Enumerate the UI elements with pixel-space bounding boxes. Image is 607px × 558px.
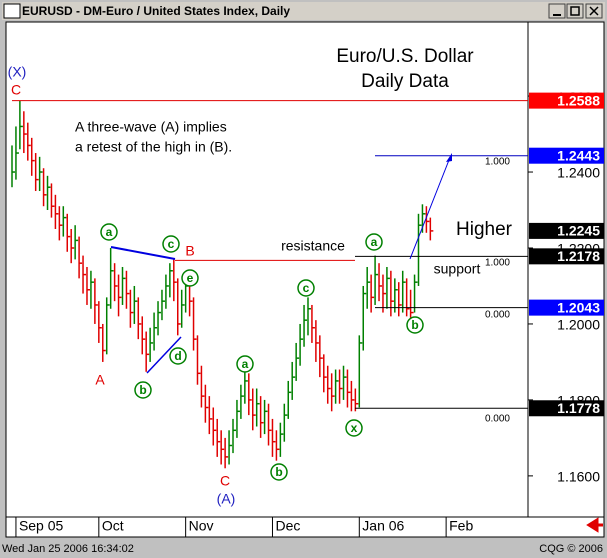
wave-label: b — [411, 318, 418, 332]
annotation: C — [11, 82, 21, 98]
annotation: A — [95, 372, 105, 388]
annotation: resistance — [281, 238, 345, 254]
wave-label-circle — [406, 316, 424, 334]
wave-label: a — [242, 357, 249, 371]
wave-label-circle — [270, 463, 288, 481]
x-tick-label: Sep 05 — [19, 518, 64, 534]
price-box — [529, 147, 604, 164]
wave-label-circle — [345, 419, 363, 437]
y-tick-label: 1.1600 — [557, 469, 600, 485]
scroll-arrow[interactable] — [586, 517, 603, 533]
wave-label-circle — [162, 235, 180, 253]
window-title: EURUSD - DM-Euro / United States Index, … — [22, 4, 290, 18]
annotation: C — [220, 473, 230, 489]
y-tick-label: 1.2000 — [557, 317, 600, 333]
annotation: 0.000 — [485, 310, 510, 321]
price-box — [529, 299, 604, 316]
wave-label-circle — [236, 355, 254, 373]
projection-arrowhead — [446, 153, 452, 162]
price-box-label: 1.2245 — [557, 223, 600, 239]
price-box — [529, 400, 604, 417]
x-tick-label: Dec — [275, 518, 300, 534]
x-tick-label: Jan 06 — [362, 518, 404, 534]
wave-line — [110, 246, 176, 260]
wave-label: a — [106, 225, 113, 239]
annotation: Higher — [456, 219, 513, 240]
plot: 1.16001.18001.20001.22001.24001.2600Sep … — [8, 64, 604, 537]
price-box-label: 1.1778 — [557, 400, 600, 416]
wave-label: d — [174, 349, 181, 363]
plot-area — [5, 21, 605, 518]
maximize-button[interactable] — [566, 3, 584, 19]
status-timestamp: Wed Jan 25 2006 16:34:02 — [2, 543, 134, 555]
price-box — [529, 222, 604, 239]
chart-title: Euro/U.S. Dollar — [336, 46, 474, 67]
wave-label: c — [168, 237, 175, 251]
x-tick-label: Oct — [102, 518, 124, 534]
wave-label: c — [303, 281, 310, 295]
y-tick-label: 1.2400 — [557, 165, 600, 181]
wave-label-circle — [134, 381, 152, 399]
price-box-label: 1.2178 — [557, 248, 600, 264]
wave-label-circle — [100, 223, 118, 241]
date-axis — [5, 516, 605, 538]
title-bar — [2, 2, 605, 20]
maximize-icon — [570, 6, 580, 16]
status-copyright: CQG © 2006 — [539, 543, 603, 555]
wave-label-circle — [297, 279, 315, 297]
app-icon[interactable] — [3, 3, 21, 19]
wave-label: e — [187, 271, 194, 285]
price-box-label: 1.2443 — [557, 147, 600, 163]
projection-line — [409, 159, 450, 260]
wave-label-circle — [365, 233, 383, 251]
annotation: B — [185, 243, 194, 259]
close-icon — [589, 6, 599, 16]
price-box-label: 1.2588 — [557, 92, 600, 108]
annotation: 1.000 — [485, 157, 510, 168]
wave-label: x — [351, 421, 358, 435]
annotation: 0.000 — [485, 414, 510, 425]
annotation: (X) — [8, 64, 27, 80]
annotation: a retest of the high in (B). — [75, 139, 232, 155]
wave-label-circle — [169, 347, 187, 365]
annotation: (A) — [217, 491, 236, 507]
wave-label: b — [275, 465, 282, 479]
annotation: 1.000 — [485, 258, 510, 269]
wave-label: b — [139, 383, 146, 397]
wave-line — [146, 336, 182, 374]
x-tick-label: Feb — [449, 518, 473, 534]
wave-label: a — [371, 235, 378, 249]
annotation: support — [434, 261, 481, 277]
annotation: A three-wave (A) implies — [75, 119, 227, 135]
price-box-label: 1.2043 — [557, 299, 600, 315]
wave-label-circle — [181, 269, 199, 287]
price-box — [529, 92, 604, 109]
x-tick-label: Nov — [189, 518, 214, 534]
price-box — [529, 248, 604, 265]
chart-subtitle: Daily Data — [361, 71, 449, 92]
